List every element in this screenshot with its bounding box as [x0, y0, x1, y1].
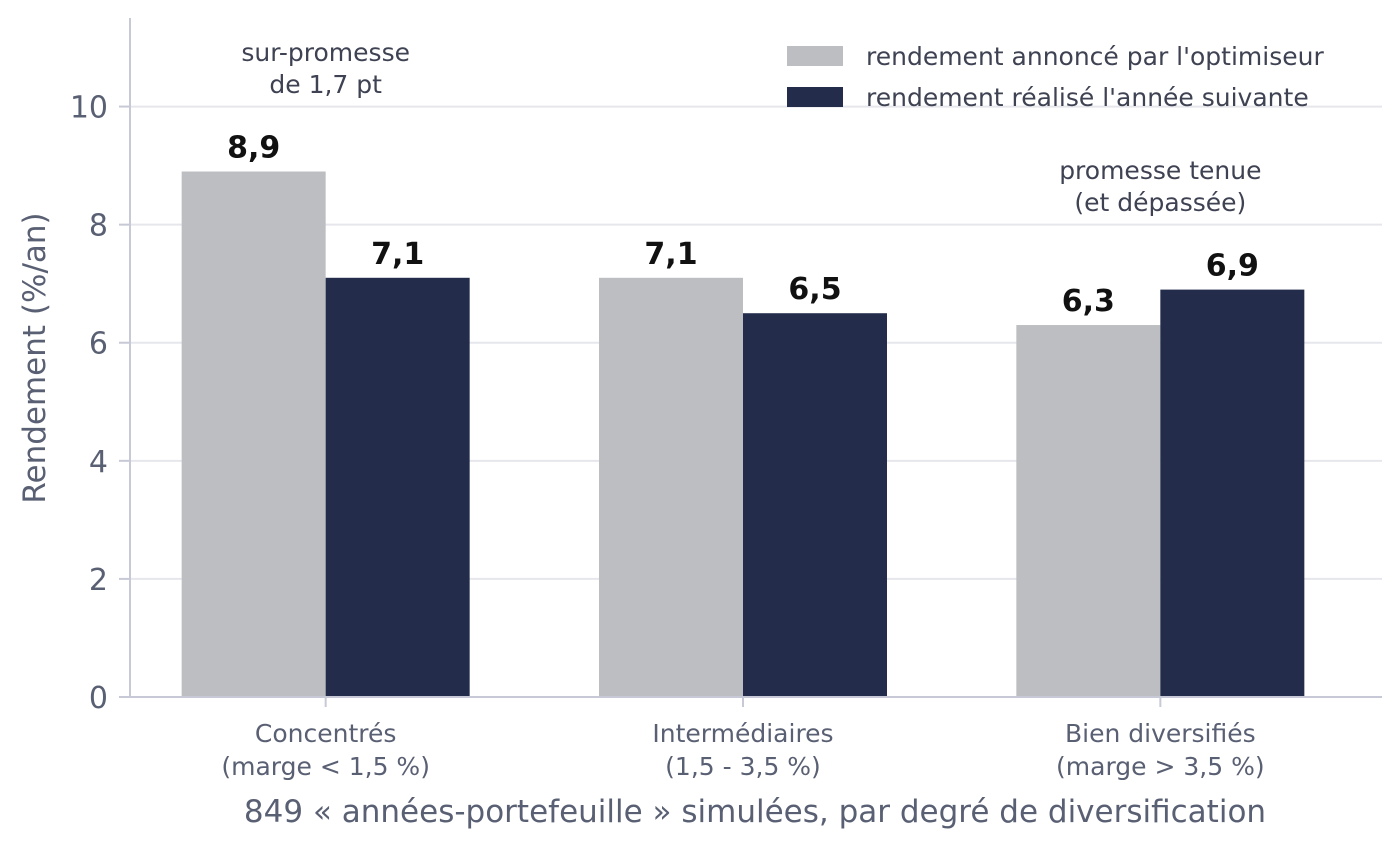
legend-swatch [787, 87, 843, 107]
y-tick-label: 0 [89, 681, 108, 716]
y-tick-label: 8 [89, 209, 108, 244]
axes: 0 2 4 6 8 10 Concentrés (marge < 1,5 %) Interméd… [70, 18, 1382, 781]
value-label: 8,9 [227, 131, 280, 166]
bar-realized [743, 313, 887, 697]
annotation-text: de 1,7 pt [269, 70, 382, 99]
value-label: 7,1 [371, 237, 424, 272]
y-tick-label: 2 [89, 563, 108, 598]
value-label: 6,5 [788, 272, 841, 307]
annotation-text: promesse tenue [1059, 156, 1261, 185]
bar-realized [325, 277, 470, 697]
y-axis-title: Rendement (%/an) [17, 212, 53, 503]
y-tick-label: 4 [89, 445, 108, 480]
legend-label: rendement annoncé par l'optimiseur [866, 42, 1324, 71]
value-label: 6,9 [1206, 249, 1259, 284]
bars [181, 171, 1305, 697]
x-tick-label: Bien diversifiés [1065, 719, 1256, 748]
legend-label: rendement réalisé l'année suivante [866, 83, 1309, 112]
annotation-text: sur-promesse [241, 38, 410, 67]
annotations: sur-promesse de 1,7 pt promesse tenue (et d… [241, 38, 1261, 217]
x-axis-title: 849 « années-portefeuille » simulées, pa… [244, 794, 1266, 830]
x-tick-label: Concentrés [255, 719, 397, 748]
annotation-text: (et dépassée) [1074, 188, 1246, 217]
x-tick-label: Intermédiaires [652, 719, 833, 748]
value-label: 6,3 [1062, 284, 1115, 319]
bar-realized [1160, 289, 1305, 697]
x-tick-label: (marge < 1,5 %) [221, 752, 430, 781]
value-label: 7,1 [644, 237, 697, 272]
legend-swatch [787, 46, 843, 66]
x-tick-label: (marge > 3,5 %) [1056, 752, 1265, 781]
legend: rendement annoncé par l'optimiseur rendem… [787, 42, 1324, 112]
y-tick-label: 6 [89, 327, 108, 362]
bar-announced [599, 277, 743, 697]
value-labels: 8,9 7,1 7,1 6,5 6,3 6,9 [227, 131, 1259, 320]
bar-announced [1016, 325, 1161, 697]
bar-announced [181, 171, 326, 697]
y-tick-label: 10 [70, 91, 108, 126]
x-tick-label: (1,5 - 3,5 %) [665, 752, 821, 781]
